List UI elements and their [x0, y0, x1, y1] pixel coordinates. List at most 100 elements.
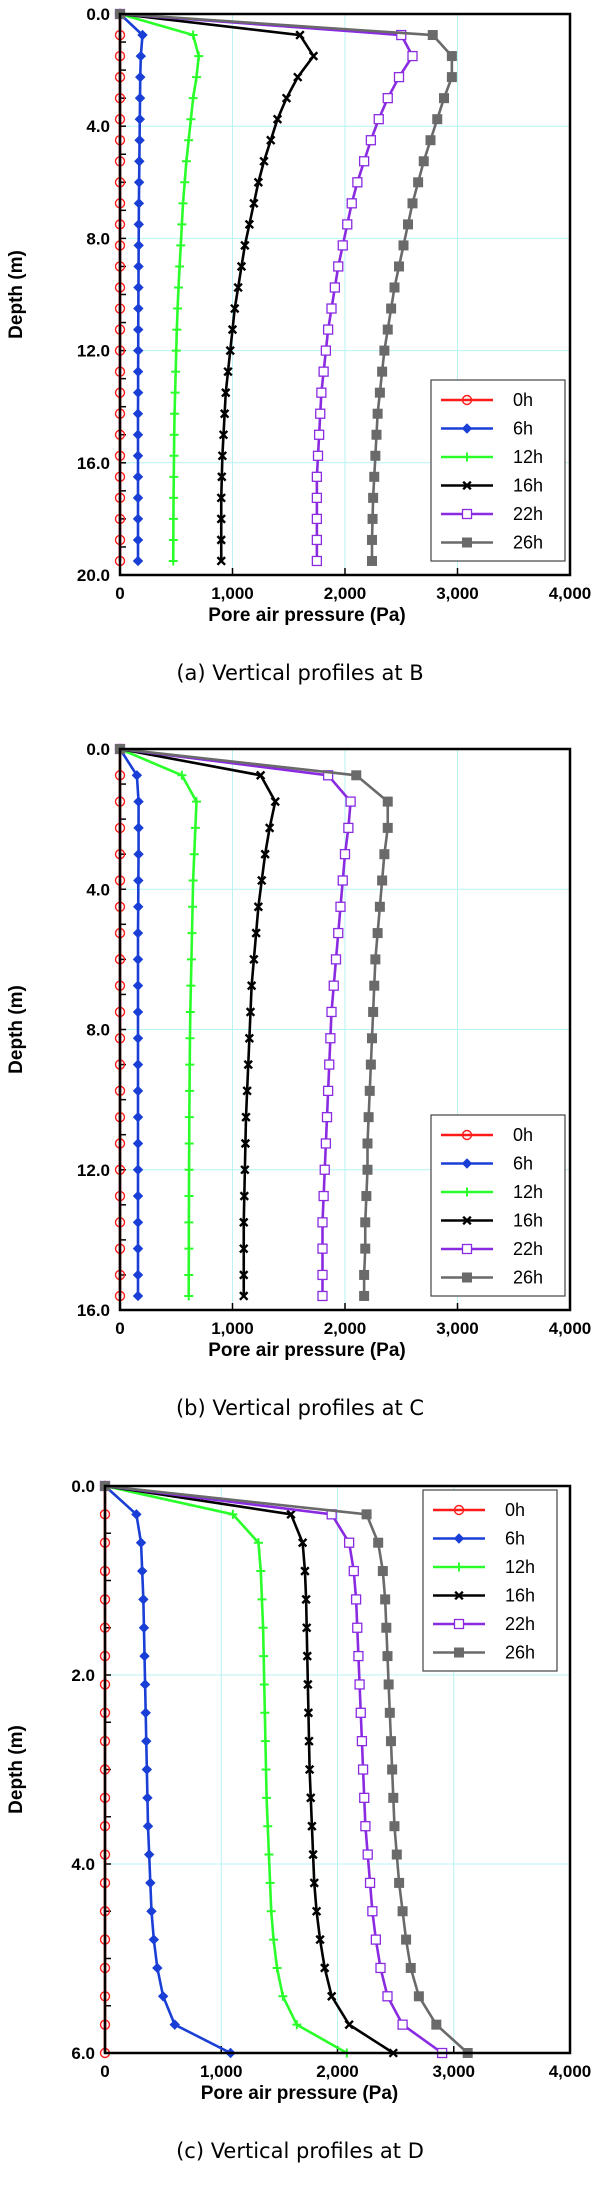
plot-frame [118, 12, 572, 577]
y-axis-title: Depth (m) [6, 1725, 27, 1814]
legend-marker-6h [453, 1533, 465, 1544]
data-point-12h [180, 177, 190, 187]
data-point-26h [381, 1622, 392, 1633]
data-point-16h [216, 556, 226, 566]
data-point-12h [184, 1112, 194, 1122]
data-point-6h [131, 1509, 142, 1520]
data-point-6h [142, 1820, 154, 1832]
y-tick-label: 4.0 [71, 1855, 95, 1874]
data-point-6h [142, 1792, 153, 1804]
data-point-22h [365, 135, 377, 146]
data-point-22h [393, 71, 405, 83]
plot-frame [118, 747, 572, 1312]
data-point-26h [431, 2019, 442, 2030]
data-point-26h [386, 303, 397, 314]
legend-marker-16h [462, 1215, 472, 1226]
figure-caption: (a) Vertical profiles at B [176, 661, 423, 685]
y-tick-label: 0.0 [71, 1477, 95, 1496]
legend-marker-22h [461, 1243, 473, 1255]
data-point-6h [132, 927, 144, 939]
x-tick-label: 1,000 [211, 1319, 254, 1338]
data-point-26h [418, 156, 429, 167]
data-point-16h [240, 240, 250, 251]
data-point-12h [168, 535, 178, 545]
data-point-6h [132, 408, 144, 419]
data-point-6h [132, 471, 144, 483]
legend-label-6h: 6h [513, 1154, 533, 1174]
data-point-12h [184, 1244, 194, 1254]
data-point-12h [184, 1217, 194, 1227]
data-point-26h [364, 1085, 375, 1096]
legend-label-22h: 22h [513, 504, 543, 524]
legend-label-0h: 0h [505, 1500, 525, 1520]
data-point-22h [326, 303, 337, 314]
data-point-26h [360, 1217, 371, 1228]
legend-label-16h: 16h [513, 1211, 543, 1231]
x-tick-label: 3,000 [436, 584, 479, 603]
series-12h [115, 744, 201, 1301]
data-point-26h [427, 30, 438, 41]
data-point-6h [132, 1190, 144, 1202]
data-point-12h [259, 1651, 269, 1661]
data-point-12h [178, 198, 188, 208]
data-point-6h [133, 796, 144, 807]
data-point-12h [188, 30, 198, 40]
legend-label-26h: 26h [505, 1643, 535, 1663]
data-point-16h [293, 72, 303, 82]
data-point-16h [286, 1509, 296, 1520]
data-point-12h [264, 1850, 274, 1860]
data-point-12h [184, 1165, 194, 1175]
data-point-26h [379, 345, 390, 356]
data-point-22h [397, 2019, 408, 2030]
data-point-26h [413, 1991, 424, 2002]
data-point-16h [302, 1623, 312, 1633]
data-point-26h [389, 282, 400, 293]
data-point-6h [132, 555, 144, 567]
legend-label-12h: 12h [513, 447, 543, 467]
data-point-6h [133, 848, 144, 860]
data-point-26h [403, 219, 413, 230]
data-point-12h [260, 1708, 270, 1718]
data-point-16h [306, 1793, 316, 1803]
data-point-6h [133, 177, 145, 188]
legend-marker-0h [453, 1504, 465, 1516]
data-point-22h [319, 1164, 330, 1175]
legend-marker-12h [462, 1187, 472, 1197]
data-point-16h [246, 980, 257, 991]
legend-label-22h: 22h [513, 1239, 543, 1259]
y-tick-label: 8.0 [86, 1021, 110, 1040]
data-point-26h [377, 1566, 388, 1577]
data-point-26h [367, 1033, 377, 1044]
data-point-6h [132, 954, 144, 965]
data-point-12h [171, 367, 181, 377]
data-point-16h [320, 1963, 330, 1973]
data-point-6h [132, 1085, 144, 1097]
data-point-26h [367, 513, 378, 524]
data-point-12h [258, 1623, 268, 1633]
legend-marker-6h [461, 423, 473, 434]
data-point-22h [359, 1792, 370, 1804]
data-point-26h [362, 1138, 373, 1149]
data-point-6h [139, 1679, 151, 1690]
data-point-16h [304, 1764, 315, 1775]
data-point-6h [132, 980, 144, 991]
data-point-16h [239, 1243, 249, 1254]
data-point-16h [311, 1906, 322, 1916]
data-point-12h [190, 823, 200, 833]
data-point-16h [301, 1594, 311, 1605]
data-point-6h [133, 324, 144, 335]
data-point-22h [396, 29, 407, 41]
data-point-22h [407, 50, 418, 62]
data-point-16h [241, 1112, 251, 1122]
series-26h [115, 9, 457, 566]
legend: 0h 6h 12h 16h 22h 26h [422, 1489, 558, 1672]
data-point-16h [221, 388, 231, 398]
data-point-26h [446, 72, 457, 83]
data-point-26h [377, 366, 388, 377]
data-point-16h [309, 1878, 319, 1888]
data-point-6h [133, 303, 144, 314]
data-point-12h [185, 1033, 195, 1043]
gridlines [120, 749, 570, 1310]
data-point-16h [270, 796, 280, 807]
